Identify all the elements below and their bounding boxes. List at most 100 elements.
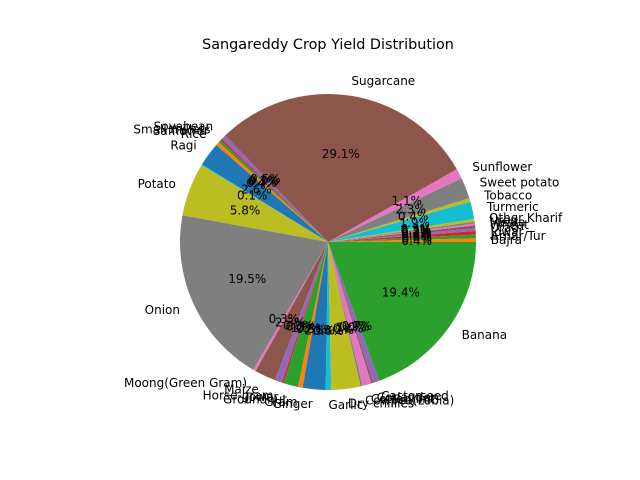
pie-slice-urad-6: [328, 221, 475, 242]
slice-percent-mesta-5: 0.2%: [401, 224, 432, 238]
slice-percent-safflower-15: 0.3%: [248, 175, 279, 189]
slice-percent-urad-6: 0.2%: [401, 223, 432, 237]
slice-label-small-millets-14: Small millets: [133, 122, 210, 136]
slice-percent-jowar-24: 0.2%: [286, 320, 317, 334]
slice-percent-unlabeled-18: 0.1%: [237, 189, 268, 203]
pie-slice-moong-green-gram-21: [253, 242, 328, 372]
pie-slice-bajra-0: [328, 238, 476, 242]
slice-label-moong-green-gram-21: Moong(Green Gram): [124, 376, 247, 390]
slice-percent-coriander-32: 0.2%: [339, 320, 370, 334]
pie-slice-cotton-lint-31: [328, 242, 372, 386]
slice-percent-maize-22: 2.3%: [275, 315, 306, 329]
pie-slice-arhar-tur-1: [328, 234, 476, 242]
slice-percent-arhar-tur-1: 0.4%: [401, 232, 432, 246]
slice-label-rice-16: Rice: [181, 127, 207, 141]
slice-label-gram-26: Gram: [264, 395, 297, 409]
slice-label-jowar-2: Jowar: [489, 225, 523, 239]
slice-percent-horse-gram-23: 0.8%: [283, 319, 314, 333]
slice-label-cotton-lint-31: Cotton(lint): [371, 392, 439, 406]
slice-label-mesta-5: Mesta: [490, 216, 526, 230]
pie-slice-jowar-24: [281, 242, 328, 384]
slice-percent-dry-chillies-29: 3.2%: [324, 323, 355, 337]
slice-label-onion-20: Onion: [145, 303, 180, 317]
pie-slice-coriander-32: [328, 242, 374, 384]
slice-label-ragi-17: Ragi: [170, 139, 196, 153]
slice-label-groundnut-25: Groundnut: [223, 393, 287, 407]
slice-label-banana-34: Banana: [462, 328, 508, 342]
slice-label-sugarcane-12: Sugarcane: [351, 74, 415, 88]
slice-percent-groundnut-25: 1.6%: [290, 321, 321, 335]
slice-percent-potato-19: 5.8%: [230, 203, 261, 217]
pie-slice-onion-20: [179, 215, 328, 370]
slice-percent-ginger-27: 2.5%: [304, 323, 335, 337]
pie-slice-soyabean-13: [221, 135, 328, 242]
slice-label-turmeric-8: Turmeric: [486, 200, 539, 214]
slice-percent-garlic-28: 0.6%: [313, 324, 344, 338]
slice-percent-gram-26: 0.5%: [296, 322, 327, 336]
pie-slice-jowar-2: [328, 230, 476, 242]
slice-percent-urad-3: 0.3%: [401, 227, 432, 241]
pie-slice-maize-22: [255, 242, 328, 381]
slice-label-horse-gram-23: Horse-gram: [203, 388, 274, 402]
slice-percent-rice-16: 0.4%: [246, 176, 277, 190]
slice-percent-jowar-2: 0.4%: [401, 229, 432, 243]
pie-slice-mesta-5: [328, 223, 476, 242]
pie-slice-castorseed-33: [328, 242, 380, 383]
pie-labels: Bajra 0.4% Arhar/Tur 0.4% Jowar 0.4% Urad 0.3% W…: [124, 74, 563, 412]
pie-slice-potato-19: [182, 165, 328, 242]
slice-percent-sugarcane-12: 29.1%: [322, 147, 360, 161]
pie-slice-sunflower-11: [328, 169, 462, 242]
slice-percent-other-kharif-7: 0.3%: [401, 222, 432, 236]
pie-slice-groundnut-25: [283, 242, 328, 387]
slice-label-cowpea-lobia-30: Cowpea(Lobia): [365, 394, 454, 408]
slice-label-wheat-4: Wheat: [490, 218, 529, 232]
slice-percent-cotton-lint-31: 1.0%: [336, 321, 367, 335]
slice-percent-bajra-0: 0.4%: [402, 234, 433, 248]
pie-slice-gram-26: [298, 242, 328, 388]
slice-percent-soyabean-13: 0.5%: [250, 172, 281, 186]
slice-label-sunflower-11: Sunflower: [472, 160, 532, 174]
slice-percent-sweet-potato-10: 2.3%: [395, 203, 426, 217]
slice-label-maize-22: Maize: [224, 382, 259, 396]
pie-slice-turmeric-8: [328, 201, 475, 242]
slice-label-sweet-potato-10: Sweet potato: [480, 176, 560, 190]
slice-percent-wheat-4: 0.3%: [401, 226, 432, 240]
slice-label-urad-3: Urad: [490, 221, 519, 235]
slice-label-castorseed-33: Castorseed: [381, 389, 449, 403]
slice-percent-ragi-17: 2.6%: [241, 182, 272, 196]
pie-slice-ginger-27: [302, 242, 328, 390]
slice-percent-sunflower-11: 1.1%: [392, 194, 423, 208]
slice-percent-cowpea-lobia-30: 0.2%: [333, 321, 364, 335]
slice-label-jowar-24: Jowar: [244, 390, 278, 404]
slice-percent-moong-green-gram-21: 0.3%: [269, 312, 300, 326]
slice-percent-banana-34: 19.4%: [382, 286, 420, 300]
pie-slices: [179, 94, 477, 390]
slice-label-other-kharif-7: Other Kharif: [489, 211, 563, 225]
pie-slice-unlabeled-18: [201, 164, 328, 242]
pie-slice-ragi-17: [201, 144, 328, 242]
pie-slice-wheat-4: [328, 225, 476, 242]
pie-slice-sweet-potato-10: [328, 178, 470, 242]
slice-percent-small-millets-14: 0.2%: [249, 174, 280, 188]
pie-slice-rice-16: [216, 142, 328, 242]
pie-slice-horse-gram-23: [274, 242, 328, 383]
slice-label-urad-6: Urad: [489, 214, 518, 228]
slice-label-arhar-tur-1: Arhar/Tur: [491, 229, 546, 243]
slice-label-tobacco-9: Tobacco: [483, 189, 532, 203]
slice-label-potato-19: Potato: [138, 177, 176, 191]
pie-slice-sugarcane-12: [225, 94, 457, 243]
slice-percent-tobacco-9: 0.4%: [398, 210, 429, 224]
slice-label-ginger-27: Ginger: [273, 397, 313, 411]
slice-percent-onion-20: 19.5%: [228, 272, 266, 286]
slice-percent-turmeric-8: 1.9%: [399, 216, 430, 230]
pie-slice-cowpea-lobia-30: [328, 242, 363, 387]
chart-title: Sangareddy Crop Yield Distribution: [202, 37, 454, 53]
slice-label-soyabean-13: Soyabean: [154, 120, 213, 134]
slice-label-dry-chillies-29: Dry chillies: [348, 397, 414, 411]
pie-slice-safflower-15: [218, 140, 328, 242]
pie-slice-other-kharif-7: [328, 218, 475, 242]
slice-label-garlic-28: Garlic: [329, 398, 364, 412]
slice-label-safflower-15: Safflower: [153, 124, 209, 138]
pie-slice-banana-34: [328, 242, 477, 381]
